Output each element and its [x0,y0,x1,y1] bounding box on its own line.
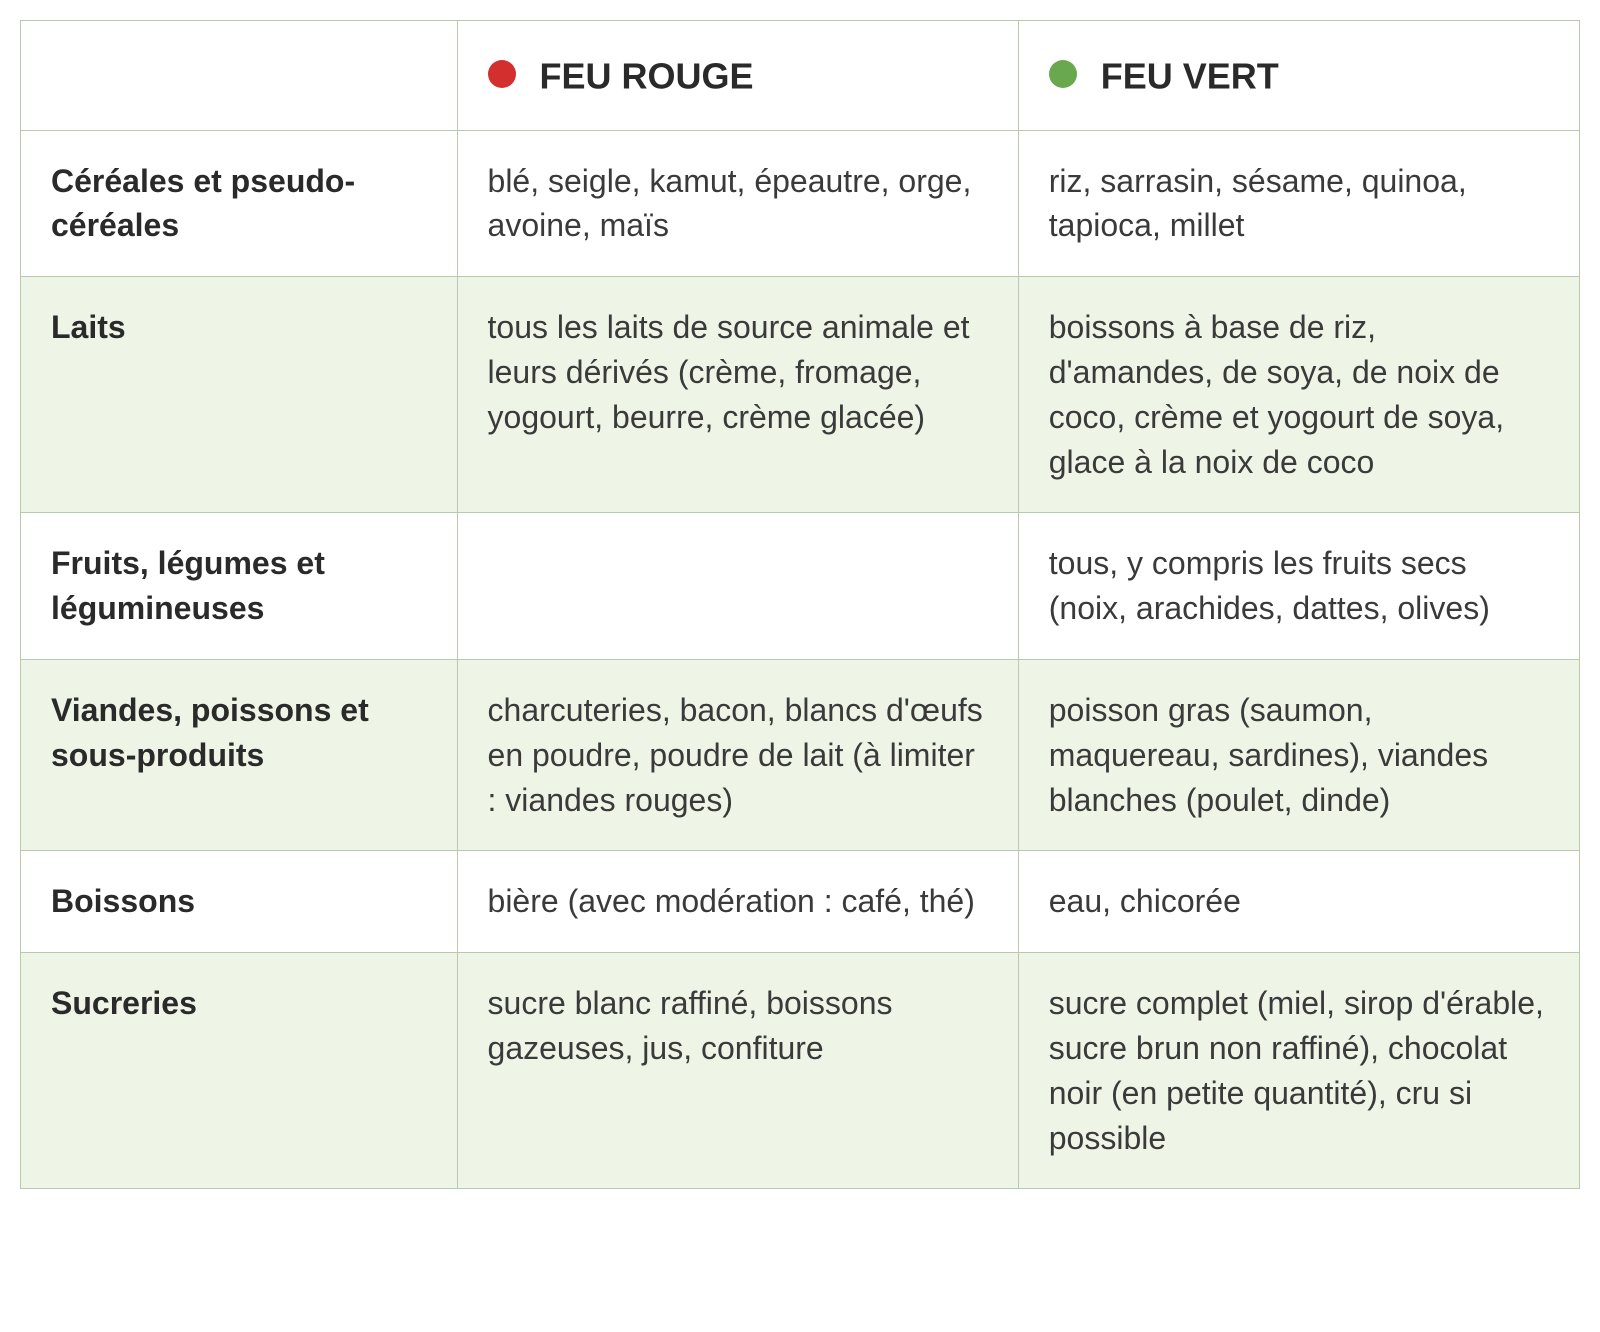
feu-rouge-cell [457,513,1018,660]
header-feu-vert-label: FEU VERT [1101,55,1279,96]
feu-vert-cell: riz, sarrasin, sésame, quinoa, tapioca, … [1018,130,1579,277]
feu-rouge-cell: sucre blanc raffiné, boissons gazeuses, … [457,953,1018,1189]
row-label: Laits [21,277,458,513]
feu-rouge-cell: charcuteries, bacon, blancs d'œufs en po… [457,660,1018,851]
food-traffic-light-table: FEU ROUGE FEU VERT Céréales et pseudo-cé… [20,20,1580,1189]
row-label: Viandes, poissons et sous-produits [21,660,458,851]
table-row: Sucreriessucre blanc raffiné, boissons g… [21,953,1580,1189]
table-row: Viandes, poissons et sous-produitscharcu… [21,660,1580,851]
feu-rouge-cell: bière (avec modération : café, thé) [457,851,1018,953]
table-row: Laitstous les laits de source animale et… [21,277,1580,513]
table-row: Boissonsbière (avec modération : café, t… [21,851,1580,953]
table-row: Fruits, légumes et légumineuses tous, y c… [21,513,1580,660]
green-circle-icon [1049,60,1077,88]
feu-vert-cell: sucre complet (miel, sirop d'érable, suc… [1018,953,1579,1189]
header-feu-rouge-label: FEU ROUGE [540,55,754,96]
feu-vert-cell: tous, y compris les fruits secs (noix, a… [1018,513,1579,660]
row-label: Sucreries [21,953,458,1189]
table-row: Céréales et pseudo-céréalesblé, seigle, … [21,130,1580,277]
row-label: Boissons [21,851,458,953]
header-row: FEU ROUGE FEU VERT [21,21,1580,131]
header-feu-rouge: FEU ROUGE [457,21,1018,131]
header-feu-vert: FEU VERT [1018,21,1579,131]
feu-vert-cell: poisson gras (saumon, maquereau, sardine… [1018,660,1579,851]
row-label: Fruits, légumes et légumineuses [21,513,458,660]
feu-rouge-cell: tous les laits de source animale et leur… [457,277,1018,513]
red-circle-icon [488,60,516,88]
feu-vert-cell: boissons à base de riz, d'amandes, de so… [1018,277,1579,513]
table-body: Céréales et pseudo-céréalesblé, seigle, … [21,130,1580,1189]
row-label: Céréales et pseudo-céréales [21,130,458,277]
header-empty [21,21,458,131]
feu-vert-cell: eau, chicorée [1018,851,1579,953]
feu-rouge-cell: blé, seigle, kamut, épeautre, orge, avoi… [457,130,1018,277]
